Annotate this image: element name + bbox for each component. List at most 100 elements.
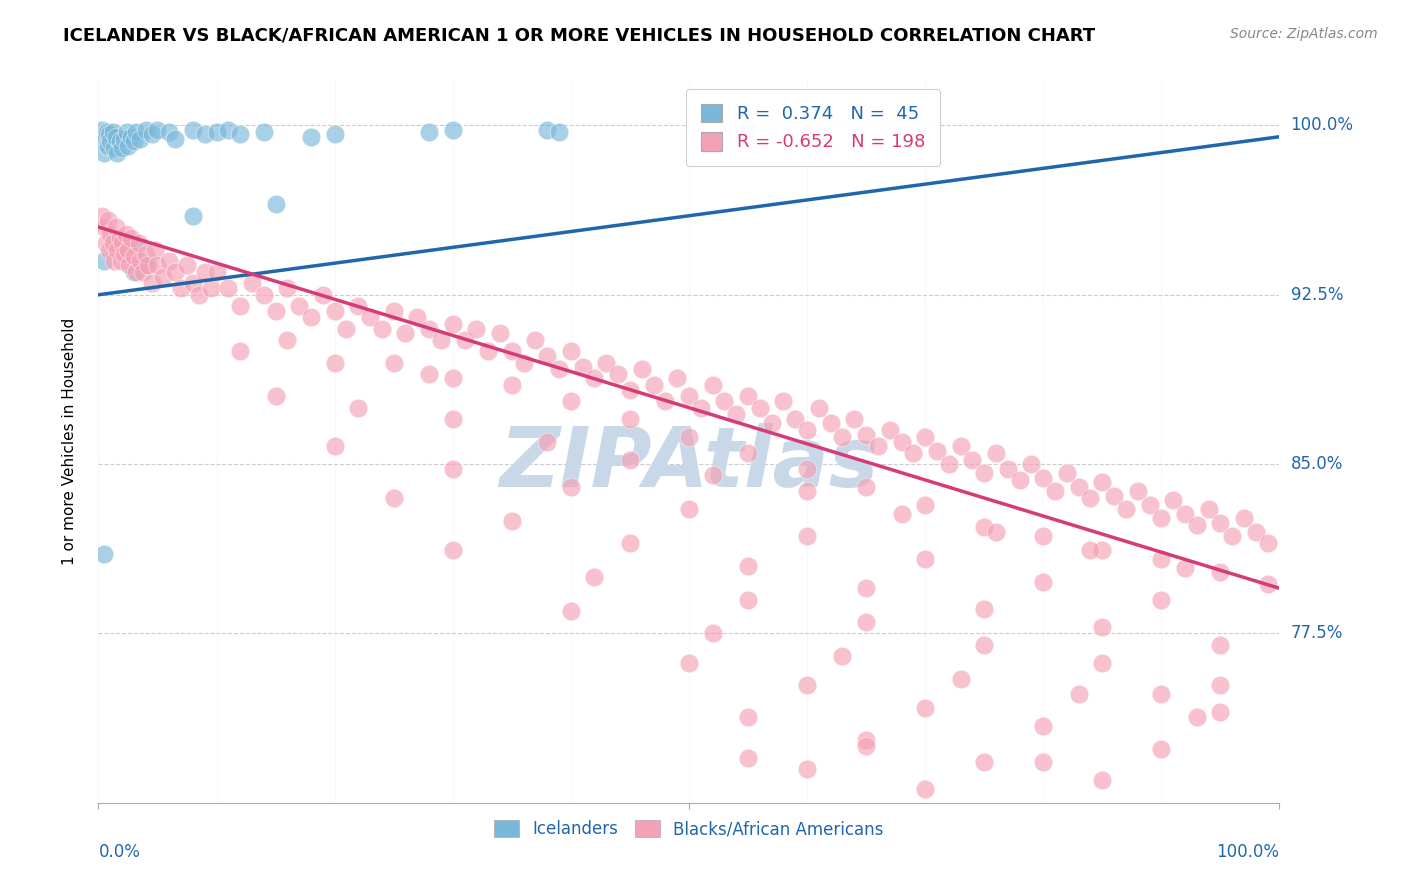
Point <box>264 303 287 318</box>
Point <box>737 558 759 573</box>
Point <box>1091 773 1114 788</box>
Point <box>1091 656 1114 670</box>
Point <box>264 389 287 403</box>
Point <box>115 125 138 139</box>
Point <box>689 401 711 415</box>
Text: 92.5%: 92.5% <box>1291 285 1343 304</box>
Point <box>855 615 877 629</box>
Point <box>165 132 187 146</box>
Point <box>914 430 936 444</box>
Point <box>299 129 322 144</box>
Point <box>548 362 571 376</box>
Point <box>1091 475 1114 490</box>
Point <box>1209 516 1232 530</box>
Point <box>914 552 936 566</box>
Point <box>879 423 901 437</box>
Point <box>93 220 115 235</box>
Point <box>1244 524 1267 539</box>
Point <box>831 648 853 663</box>
Point <box>118 259 141 273</box>
Point <box>1150 511 1173 525</box>
Point <box>984 524 1007 539</box>
Point <box>1080 491 1102 505</box>
Point <box>973 520 995 534</box>
Point <box>91 123 114 137</box>
Point <box>678 389 700 403</box>
Point <box>418 125 440 139</box>
Point <box>141 277 163 291</box>
Point <box>855 480 877 494</box>
Point <box>176 259 198 273</box>
Point <box>93 254 115 268</box>
Text: ICELANDER VS BLACK/AFRICAN AMERICAN 1 OR MORE VEHICLES IN HOUSEHOLD CORRELATION : ICELANDER VS BLACK/AFRICAN AMERICAN 1 OR… <box>63 27 1095 45</box>
Point <box>1174 561 1197 575</box>
Point <box>347 299 370 313</box>
Point <box>312 287 335 301</box>
Point <box>93 548 115 562</box>
Point <box>181 277 204 291</box>
Point <box>1067 480 1090 494</box>
Point <box>973 755 995 769</box>
Point <box>441 412 464 426</box>
Point <box>737 592 759 607</box>
Point <box>110 254 132 268</box>
Point <box>536 349 558 363</box>
Point <box>1185 710 1208 724</box>
Point <box>748 401 770 415</box>
Point <box>501 378 523 392</box>
Point <box>1209 566 1232 580</box>
Point <box>105 145 128 160</box>
Point <box>453 333 475 347</box>
Point <box>1032 529 1054 543</box>
Point <box>820 417 842 431</box>
Point <box>217 281 239 295</box>
Point <box>607 367 630 381</box>
Point <box>217 123 239 137</box>
Point <box>1209 678 1232 692</box>
Point <box>560 393 582 408</box>
Point <box>914 498 936 512</box>
Point <box>903 446 925 460</box>
Point <box>595 355 617 369</box>
Point <box>630 362 652 376</box>
Point <box>796 678 818 692</box>
Point <box>229 344 252 359</box>
Point <box>619 536 641 550</box>
Point <box>1209 638 1232 652</box>
Point <box>441 371 464 385</box>
Point <box>157 125 180 139</box>
Point <box>125 125 148 139</box>
Point <box>678 430 700 444</box>
Point <box>654 393 676 408</box>
Point <box>299 310 322 325</box>
Point <box>105 129 128 144</box>
Point <box>94 235 117 250</box>
Point <box>678 656 700 670</box>
Point <box>394 326 416 340</box>
Point <box>323 128 346 142</box>
Point <box>441 123 464 137</box>
Point <box>914 782 936 797</box>
Point <box>152 269 174 284</box>
Point <box>890 434 912 449</box>
Point <box>1126 484 1149 499</box>
Point <box>737 446 759 460</box>
Point <box>1220 529 1243 543</box>
Point <box>1257 576 1279 591</box>
Point <box>1174 507 1197 521</box>
Point <box>925 443 948 458</box>
Point <box>98 243 121 257</box>
Text: 0.0%: 0.0% <box>98 843 141 861</box>
Point <box>536 434 558 449</box>
Point <box>619 383 641 397</box>
Point <box>205 265 228 279</box>
Point <box>114 227 136 241</box>
Point <box>866 439 889 453</box>
Point <box>125 265 148 279</box>
Point <box>108 134 131 148</box>
Point <box>1008 473 1031 487</box>
Point <box>276 333 298 347</box>
Point <box>111 235 134 250</box>
Point <box>98 227 121 241</box>
Point <box>105 243 128 257</box>
